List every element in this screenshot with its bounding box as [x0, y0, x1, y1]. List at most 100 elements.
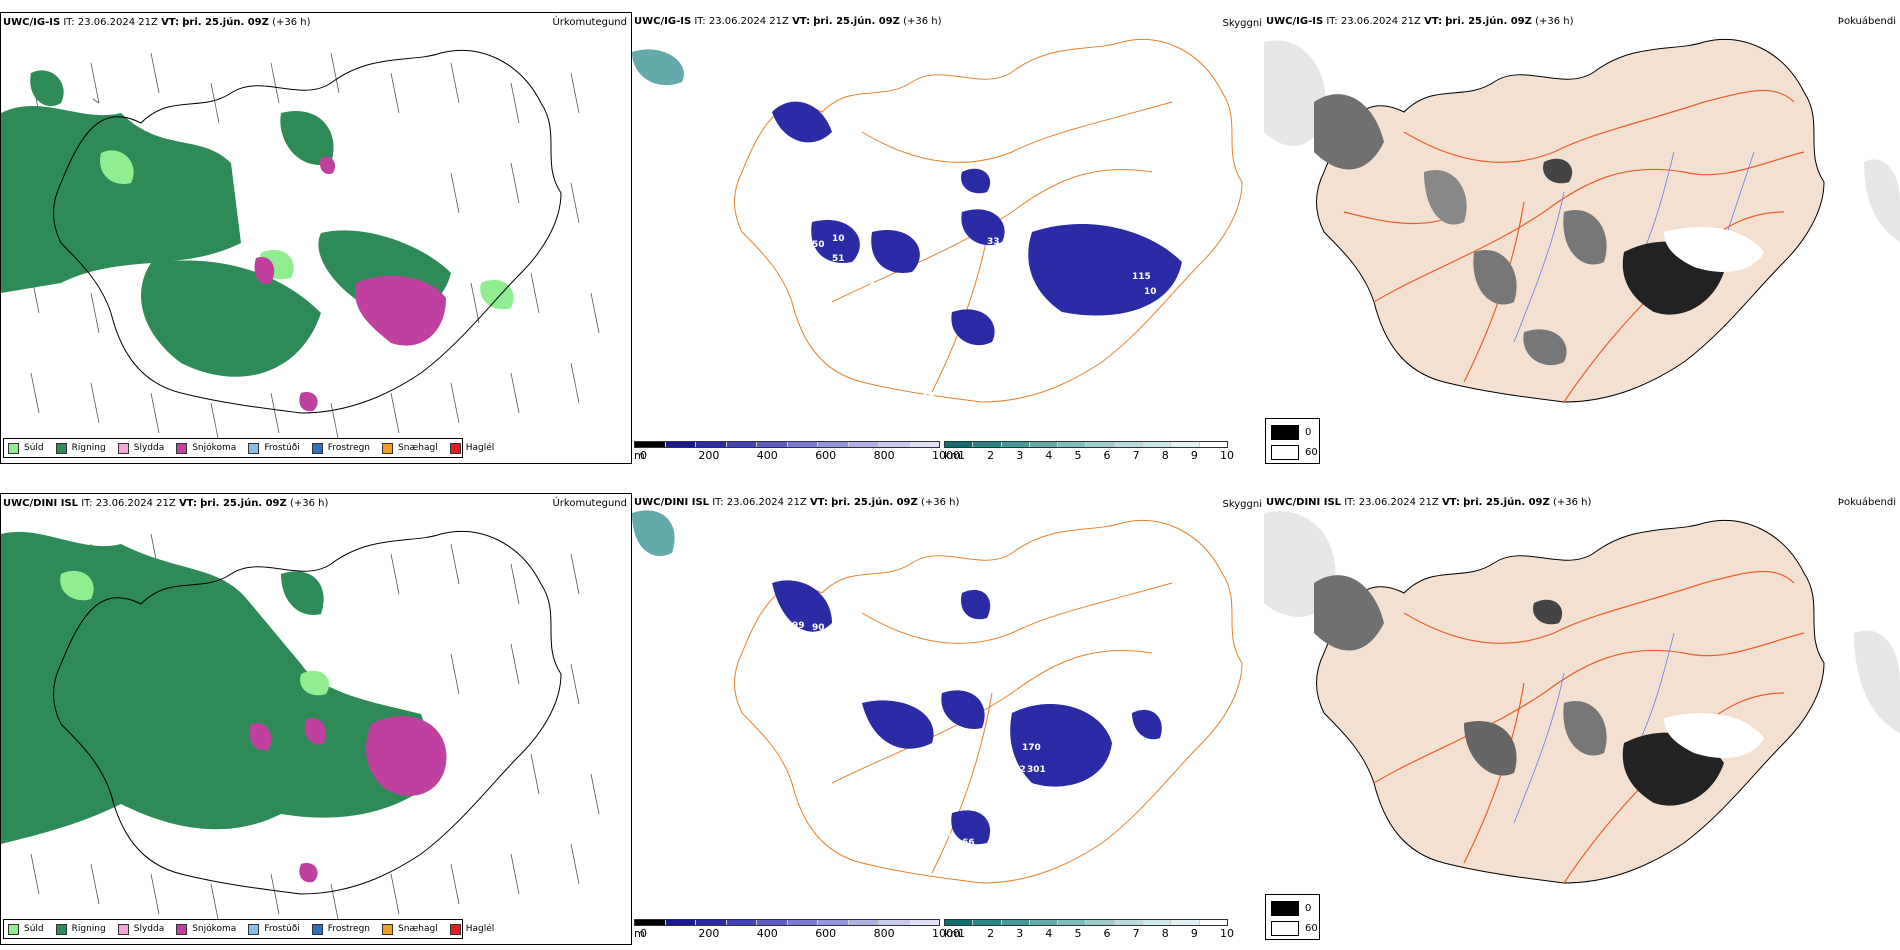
iceland-outline [53, 49, 562, 414]
legend-swatch [382, 923, 394, 935]
colorbar-tick: 8 [1161, 449, 1169, 462]
colorbar-tick: 3 [1016, 449, 1024, 462]
colorbar-tick: 10 [1220, 927, 1234, 940]
fog-label-low: 0 [1305, 903, 1312, 914]
legend-label: Haglél [465, 443, 495, 453]
legend-swatch [117, 442, 129, 454]
ceiling-unit: m [634, 449, 645, 462]
cloud-base-label: 99 [792, 621, 805, 631]
ceiling-colorbar [634, 919, 940, 926]
colorbar-tick: 0 [640, 449, 647, 462]
colorbar-tick: 1000 [932, 927, 960, 940]
colorbar-cell [1086, 442, 1115, 447]
colorbar-cell [757, 920, 788, 925]
colorbar-cell [1171, 442, 1200, 447]
legend-item: Slydda [117, 442, 165, 454]
cloud-base-label: 62 [762, 152, 775, 162]
cloud-base-label: 58 [1052, 332, 1065, 342]
legend-item: Frostregn [311, 923, 370, 935]
legend-swatch [8, 923, 19, 935]
legend-swatch [311, 442, 323, 454]
cloud-base-label: 66 [962, 838, 975, 848]
legend-item: Slydda [117, 923, 165, 935]
legend-item: Frostúði [248, 442, 300, 454]
colorbar-tick: 8 [1161, 927, 1169, 940]
colorbar-cell [635, 442, 666, 447]
cloud-base-label: 58 [862, 277, 875, 287]
cloud-base-label: 142 [1007, 765, 1026, 775]
legend-item: Snjókoma [176, 442, 236, 454]
cloud-base-label: 51 [960, 350, 973, 360]
legend-item: Súld [8, 442, 44, 454]
fog-shading [1314, 94, 1764, 366]
legend-swatch [117, 923, 129, 935]
cloud-base-label: 87 [1012, 276, 1025, 286]
colorbar-cell [665, 920, 696, 925]
legend-swatch [449, 923, 461, 935]
legend-item: Rigning [55, 923, 106, 935]
colorbar-cell [1058, 442, 1087, 447]
colorbar-cell [696, 442, 727, 447]
legend-label: Rigning [71, 443, 106, 453]
colorbar-tick: 600 [815, 449, 837, 462]
legend-item: Snjókoma [176, 923, 236, 935]
colorbar-cell [1001, 442, 1030, 447]
colorbar-tick: 10 [1220, 449, 1234, 462]
precip-areas [1, 70, 514, 412]
visibility-unit: km [944, 927, 962, 940]
colorbar-tick: 400 [756, 927, 778, 940]
colorbar-cell [665, 442, 696, 447]
ceiling-colorbar [634, 441, 940, 448]
legend-item: Frostúði [248, 923, 300, 935]
cloud-base-label: 10 [832, 234, 845, 244]
legend-swatch [248, 442, 260, 454]
legend-label: Súld [24, 924, 44, 934]
fog-key: 0 60 [1265, 894, 1320, 940]
colorbar-cell [757, 442, 788, 447]
precip-map [1, 530, 600, 925]
panel-header: UWC/IG-IS IT: 23.06.2024 21Z VT: þri. 25… [1266, 16, 1574, 27]
legend-label: Slydda [133, 924, 165, 934]
colorbar-cell [1114, 920, 1144, 925]
cloud-base-label: 97 [812, 661, 825, 671]
colorbar-tick: 800 [873, 449, 895, 462]
fog-label-high: 60 [1305, 923, 1318, 934]
cloud-base-label: 38 [1072, 317, 1085, 327]
cloud-base-label: 44 [942, 262, 955, 272]
colorbar-tick: 0 [640, 927, 647, 940]
cloud-base-label: 46 [922, 392, 935, 402]
panel-title: Skyggni [1222, 18, 1262, 29]
panel-header: UWC/DINI ISL IT: 23.06.2024 21Z VT: þri.… [634, 497, 960, 508]
colorbar-cell [909, 920, 939, 925]
panel-header: UWC/IG-IS IT: 23.06.2024 21Z VT: þri. 25… [634, 16, 942, 27]
legend-item: Rigning [55, 442, 106, 454]
cloud-base-label: 46 [724, 124, 737, 134]
cloud-base-label: 115 [1132, 272, 1151, 282]
cloud-base-label: 89 [777, 555, 790, 565]
cloud-base-label: 34 [1037, 821, 1050, 831]
colorbar-tick: 5 [1074, 927, 1082, 940]
fog-swatch-high [1271, 445, 1299, 460]
ceiling-map [632, 38, 1243, 403]
colorbar-cell [1199, 920, 1227, 925]
fog-label-high: 60 [1305, 447, 1318, 458]
colorbar-cell [635, 920, 666, 925]
legend-label: Slydda [133, 443, 165, 453]
colorbar-tick: 7 [1132, 449, 1140, 462]
cloud-base-label: 82 [1132, 765, 1145, 775]
legend-label: Rigning [71, 924, 106, 934]
colorbar-cell [1114, 442, 1144, 447]
colorbar-cell [973, 920, 1002, 925]
cloud-base-label: 44 [767, 90, 780, 100]
colorbar-cell [945, 442, 974, 447]
legend-label: Frostúði [264, 443, 300, 453]
panel-header: UWC/DINI ISL IT: 23.06.2024 21Z VT: þri.… [3, 498, 329, 509]
colorbar-tick: 4 [1045, 449, 1053, 462]
colorbar-cell [945, 920, 974, 925]
panel-title: Úrkomutegund [552, 498, 627, 509]
colorbar-tick: 3 [1016, 927, 1024, 940]
legend-item: Snæhagl [382, 923, 438, 935]
legend-item: Frostregn [311, 442, 370, 454]
cloud-base-label: 113 [882, 312, 901, 322]
visibility-colorbar [944, 919, 1228, 926]
